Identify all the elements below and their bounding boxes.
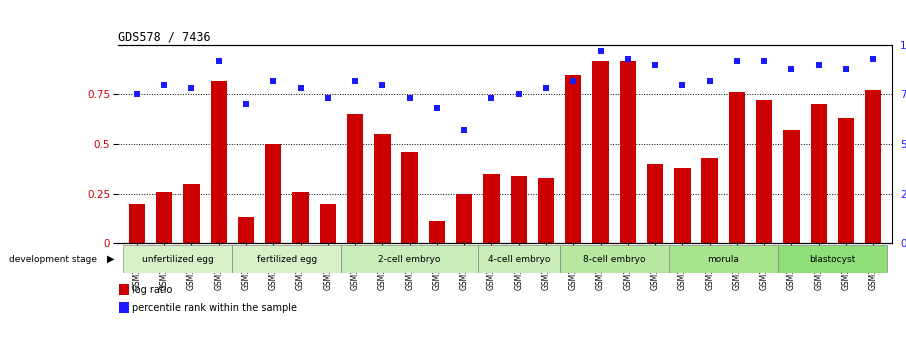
Bar bbox=[293, 192, 309, 243]
Bar bbox=[342, 245, 477, 273]
Point bbox=[402, 96, 417, 101]
Point bbox=[566, 78, 581, 83]
Point bbox=[839, 66, 853, 71]
Point bbox=[648, 62, 662, 68]
Point bbox=[866, 56, 881, 61]
Point bbox=[675, 82, 689, 87]
Point bbox=[702, 78, 717, 83]
Bar bbox=[210, 81, 226, 243]
Point bbox=[785, 66, 799, 71]
Bar bbox=[784, 130, 800, 243]
Bar bbox=[647, 164, 663, 243]
Point bbox=[457, 127, 471, 133]
Bar bbox=[374, 134, 390, 243]
Point bbox=[429, 106, 444, 111]
Point bbox=[238, 101, 253, 107]
Bar bbox=[593, 61, 609, 243]
Bar bbox=[120, 302, 129, 313]
Bar bbox=[756, 100, 773, 243]
Bar bbox=[865, 90, 882, 243]
Text: ▶: ▶ bbox=[107, 254, 114, 264]
Point bbox=[211, 58, 226, 63]
Bar bbox=[560, 245, 669, 273]
Text: development stage: development stage bbox=[9, 255, 97, 264]
Bar bbox=[320, 204, 336, 243]
Bar bbox=[483, 174, 499, 243]
Bar bbox=[123, 245, 232, 273]
Text: morula: morula bbox=[708, 255, 739, 264]
Point bbox=[184, 86, 198, 91]
Bar bbox=[674, 168, 690, 243]
Point bbox=[157, 82, 171, 87]
Point bbox=[294, 86, 308, 91]
Point bbox=[621, 56, 635, 61]
Point bbox=[812, 62, 826, 68]
Point bbox=[266, 78, 281, 83]
Bar bbox=[511, 176, 527, 243]
Point bbox=[348, 78, 362, 83]
Point bbox=[757, 58, 772, 63]
Text: fertilized egg: fertilized egg bbox=[256, 255, 317, 264]
Bar bbox=[120, 284, 129, 295]
Bar bbox=[701, 158, 718, 243]
Point bbox=[539, 86, 554, 91]
Text: 8-cell embryo: 8-cell embryo bbox=[583, 255, 645, 264]
Bar bbox=[565, 75, 582, 243]
Point bbox=[729, 58, 744, 63]
Bar bbox=[538, 178, 554, 243]
Bar bbox=[183, 184, 199, 243]
Text: 2-cell embryo: 2-cell embryo bbox=[379, 255, 441, 264]
Bar bbox=[129, 204, 145, 243]
Point bbox=[593, 48, 608, 53]
Bar bbox=[811, 104, 827, 243]
Bar bbox=[778, 245, 887, 273]
Bar bbox=[429, 221, 445, 243]
Text: unfertilized egg: unfertilized egg bbox=[142, 255, 214, 264]
Text: blastocyst: blastocyst bbox=[809, 255, 855, 264]
Point bbox=[321, 96, 335, 101]
Bar bbox=[620, 61, 636, 243]
Point bbox=[130, 92, 144, 97]
Bar bbox=[232, 245, 342, 273]
Point bbox=[375, 82, 390, 87]
Bar bbox=[347, 114, 363, 243]
Bar bbox=[728, 92, 745, 243]
Point bbox=[484, 96, 498, 101]
Bar bbox=[838, 118, 854, 243]
Text: GDS578 / 7436: GDS578 / 7436 bbox=[118, 31, 210, 44]
Bar bbox=[477, 245, 560, 273]
Text: log ratio: log ratio bbox=[132, 285, 173, 295]
Point bbox=[512, 92, 526, 97]
Bar bbox=[265, 144, 282, 243]
Text: percentile rank within the sample: percentile rank within the sample bbox=[132, 303, 297, 313]
Bar bbox=[237, 217, 255, 243]
Bar bbox=[401, 152, 418, 243]
Bar bbox=[156, 192, 172, 243]
Bar bbox=[456, 194, 472, 243]
Text: 4-cell embryo: 4-cell embryo bbox=[487, 255, 550, 264]
Bar bbox=[669, 245, 778, 273]
